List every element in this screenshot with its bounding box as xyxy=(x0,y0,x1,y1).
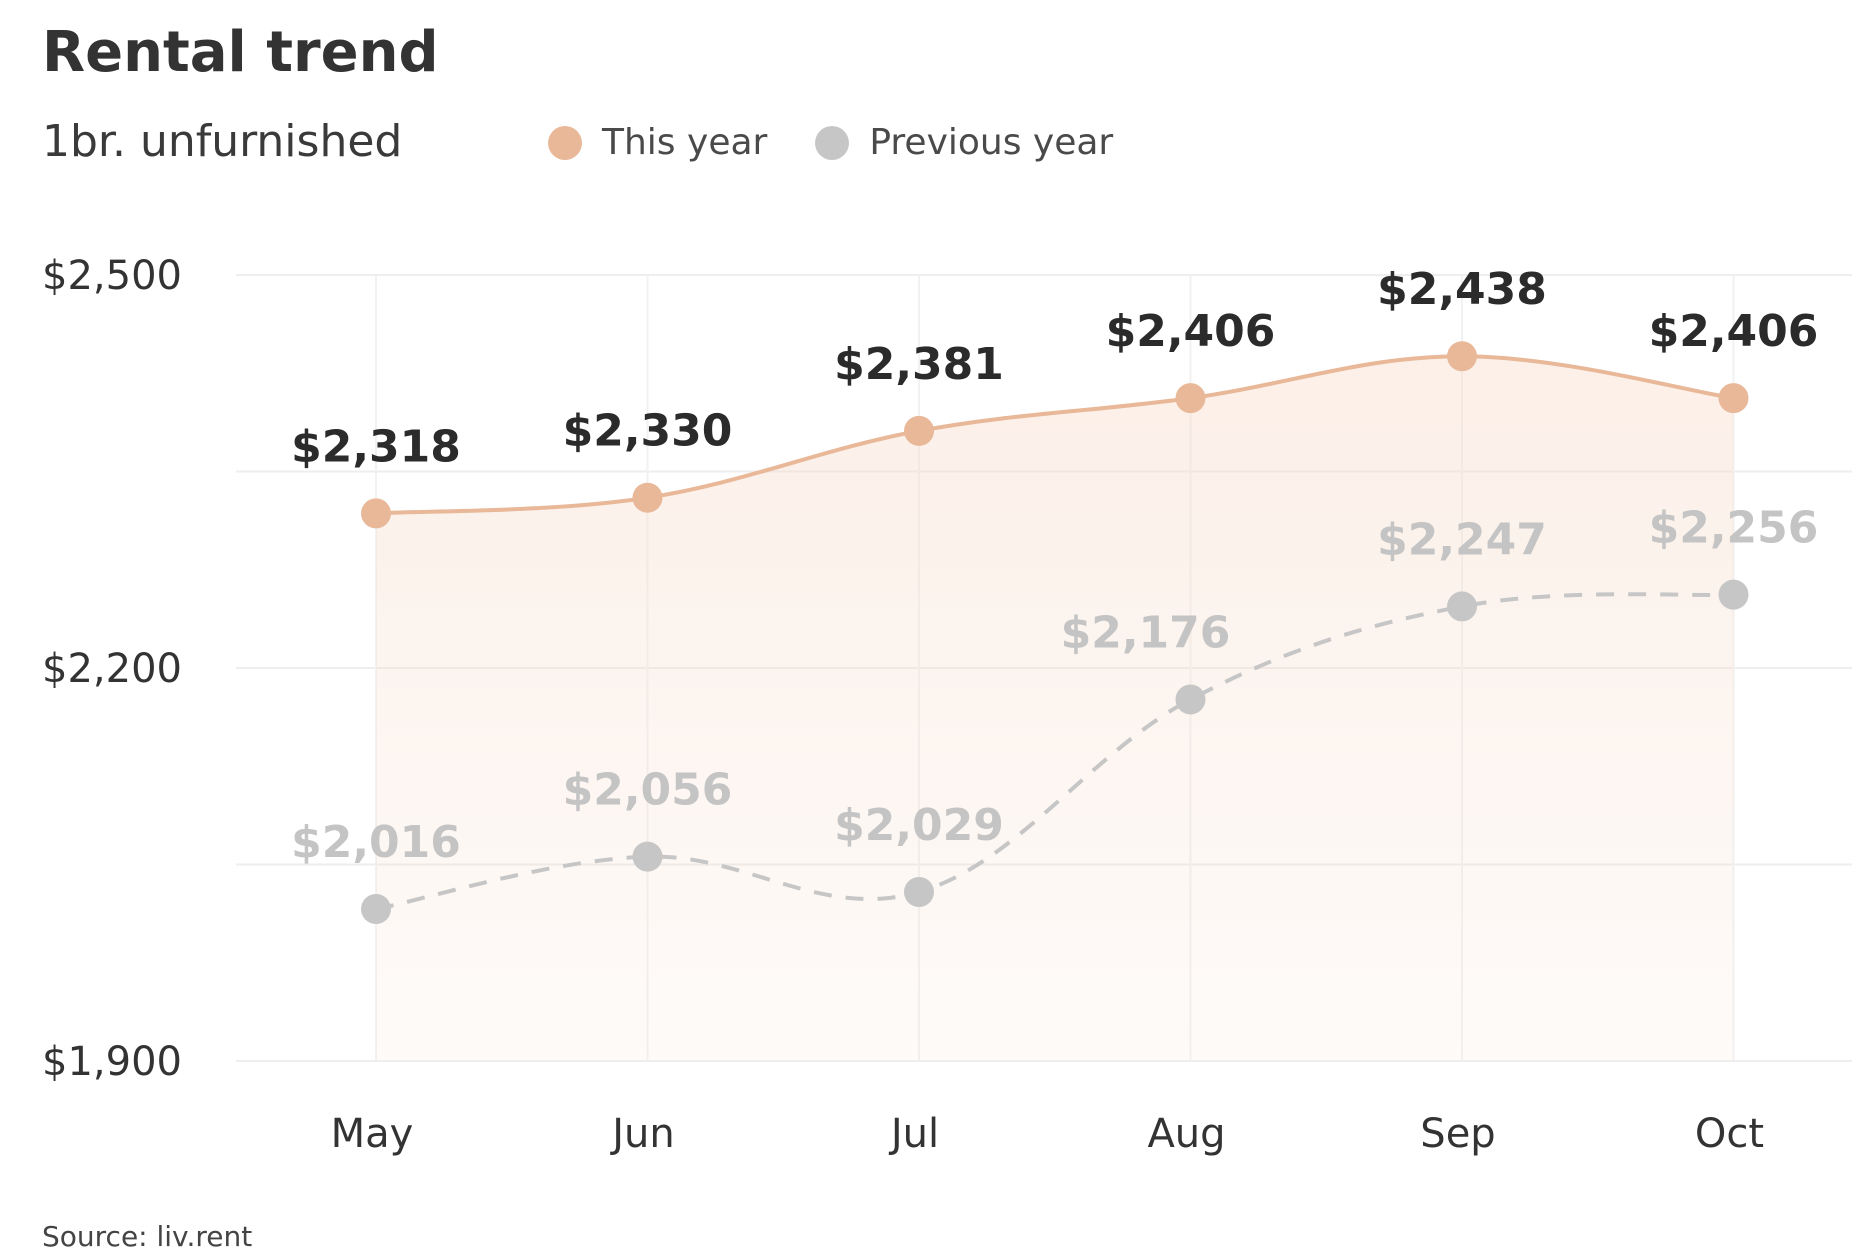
legend-swatch-this-year xyxy=(548,125,582,160)
axis-layer: $1,900 $2,200 $2,500 May Jun Jul Aug Sep Oct xyxy=(42,253,1764,1157)
area-layer xyxy=(376,356,1734,1062)
data-label-this-year: $2,406 xyxy=(1106,306,1276,357)
legend: This year Previous year xyxy=(548,122,1161,163)
chart-subtitle: 1br. unfurnished xyxy=(42,116,403,167)
data-label-previous-year: $2,016 xyxy=(291,817,461,868)
data-point-this-year xyxy=(361,498,391,529)
line-layer xyxy=(375,354,1734,912)
data-label-layer: $2,318 $2,330 $2,381 $2,406 $2,438 $2,406 $2,0… xyxy=(291,264,1818,868)
data-point-this-year xyxy=(904,415,934,446)
data-label-previous-year: $2,256 xyxy=(1649,503,1819,554)
point-layer xyxy=(361,341,1749,925)
y-tick-label: $2,200 xyxy=(42,646,182,692)
data-label-this-year: $2,330 xyxy=(563,406,733,457)
series-line-this-year xyxy=(375,354,1734,516)
data-point-this-year xyxy=(1718,383,1749,414)
legend-item-previous-year: Previous year xyxy=(815,122,1113,163)
chart-title: Rental trend xyxy=(42,20,439,85)
series-line-previous-year xyxy=(375,592,1734,912)
data-label-this-year: $2,381 xyxy=(834,339,1004,390)
data-point-this-year xyxy=(1175,383,1206,414)
data-label-this-year: $2,318 xyxy=(291,421,461,472)
data-point-previous-year xyxy=(904,877,934,908)
legend-swatch-previous-year xyxy=(815,125,850,160)
data-point-previous-year xyxy=(1718,579,1749,610)
legend-item-this-year: This year xyxy=(548,122,767,163)
x-tick-label: Aug xyxy=(1147,1111,1225,1157)
data-label-previous-year: $2,056 xyxy=(563,765,733,816)
data-point-previous-year xyxy=(361,894,391,925)
data-point-this-year xyxy=(1447,341,1477,372)
x-tick-label: Jul xyxy=(888,1111,939,1157)
x-tick-label: Jun xyxy=(609,1111,675,1157)
area-this-year xyxy=(376,356,1734,1062)
x-tick-label: May xyxy=(331,1111,414,1157)
legend-label-previous-year: Previous year xyxy=(869,122,1114,163)
data-label-this-year: $2,406 xyxy=(1649,306,1819,357)
data-point-previous-year xyxy=(632,841,663,872)
data-label-previous-year: $2,176 xyxy=(1061,607,1231,658)
data-label-previous-year: $2,029 xyxy=(834,800,1004,851)
data-label-previous-year: $2,247 xyxy=(1377,514,1547,565)
data-point-previous-year xyxy=(1447,591,1477,622)
y-tick-label: $1,900 xyxy=(42,1039,182,1085)
data-label-this-year: $2,438 xyxy=(1377,264,1547,315)
x-tick-label: Oct xyxy=(1695,1111,1764,1157)
y-tick-label: $2,500 xyxy=(42,253,182,299)
source-note: Source: liv.rent xyxy=(42,1220,253,1253)
legend-label-this-year: This year xyxy=(602,122,768,163)
data-point-previous-year xyxy=(1175,684,1206,715)
x-tick-label: Sep xyxy=(1420,1111,1495,1157)
data-point-this-year xyxy=(632,482,663,513)
